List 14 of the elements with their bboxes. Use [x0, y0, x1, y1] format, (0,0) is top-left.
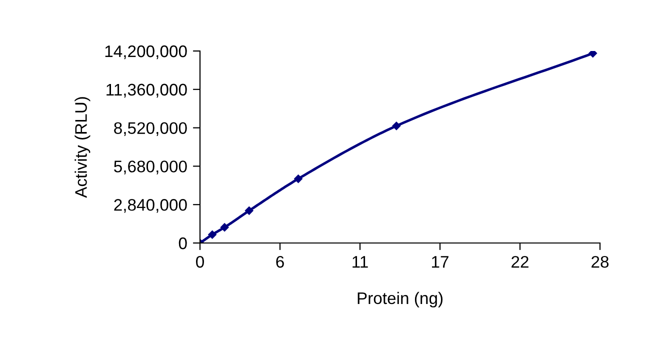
y-tick-label: 5,680,000	[114, 160, 187, 174]
x-axis-title: Protein (ng)	[358, 292, 443, 308]
x-tick-label: 22	[512, 256, 528, 268]
y-tick-label: 2,840,000	[114, 199, 187, 213]
x-tick-label: 0	[196, 256, 204, 268]
y-tick-label: 14,200,000	[105, 45, 187, 60]
y-axis-title: Activity (RLU)	[74, 97, 90, 198]
x-tick-label: 28	[592, 256, 609, 268]
x-tick-label: 6	[276, 256, 284, 268]
x-tick-label: 17	[432, 256, 448, 268]
y-tick-label: 11,360,000	[106, 84, 187, 98]
y-tick-label: 0	[178, 237, 187, 250]
x-tick-label: 11	[352, 256, 368, 268]
y-tick-label: 8,520,000	[114, 122, 187, 136]
